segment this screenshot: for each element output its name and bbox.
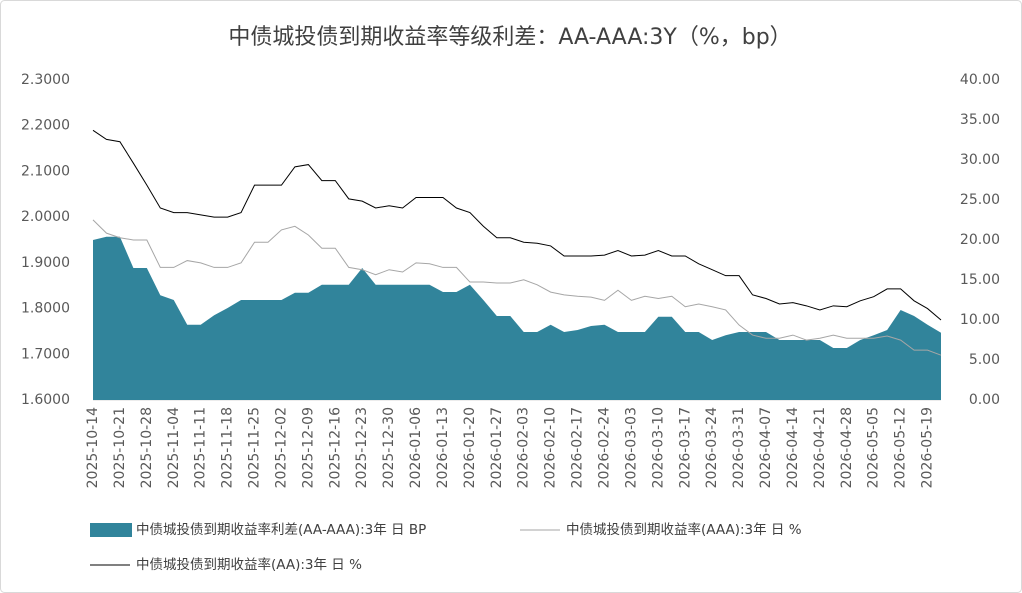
legend-label: 中债城投债到期收益率(AA):3年 日 % <box>136 556 362 573</box>
y2-tick-label: 5.00 <box>969 352 1000 368</box>
x-tick-label: 2026-05-05 <box>866 407 882 488</box>
y2-tick-label: 15.00 <box>960 272 1000 288</box>
line <box>92 219 942 356</box>
x-tick-label: 2026-04-07 <box>758 407 774 488</box>
y2-tick-label: 25.00 <box>960 192 1000 208</box>
chart-title: 中债城投债到期收益率等级利差：AA-AAA:3Y（%，bp） <box>228 25 791 50</box>
x-tick-label: 2026-05-19 <box>920 407 936 488</box>
x-tick-label: 2026-03-24 <box>704 407 720 488</box>
x-tick-label: 2026-04-21 <box>812 407 828 488</box>
y-tick-label: 1.7000 <box>21 346 70 362</box>
x-tick-label: 2025-11-18 <box>220 407 236 488</box>
y2-tick-label: 30.00 <box>960 152 1000 168</box>
x-tick-label: 2026-03-17 <box>677 407 693 488</box>
x-tick-label: 2026-04-14 <box>785 407 801 488</box>
legend-swatch <box>90 523 132 537</box>
x-tick-label: 2026-03-10 <box>650 407 666 488</box>
x-tick-label: 2026-02-24 <box>596 407 612 488</box>
x-tick-label: 2025-12-02 <box>273 407 289 488</box>
x-tick-label: 2025-10-14 <box>85 407 101 488</box>
x-tick-label: 2026-05-12 <box>893 407 909 488</box>
legend-label: 中债城投债到期收益率(AAA):3年 日 % <box>566 521 802 538</box>
x-tick-label: 2026-02-10 <box>543 407 559 488</box>
x-tick-label: 2026-03-31 <box>731 407 747 488</box>
y2-tick-label: 0.00 <box>969 392 1000 408</box>
x-tick-label: 2026-01-27 <box>489 407 505 488</box>
x-tick-label: 2026-04-28 <box>839 407 855 488</box>
x-tick-label: 2025-12-23 <box>354 407 370 488</box>
x-tick-label: 2025-11-25 <box>247 407 263 488</box>
area <box>93 236 941 400</box>
y2-tick-label: 10.00 <box>960 312 1000 328</box>
x-tick-label: 2026-01-06 <box>408 407 424 488</box>
x-tick-label: 2026-01-20 <box>462 407 478 488</box>
y2-tick-label: 35.00 <box>960 112 1000 128</box>
x-tick-label: 2026-02-17 <box>570 407 586 488</box>
y-tick-label: 1.9000 <box>21 255 70 271</box>
x-tick-label: 2025-12-30 <box>381 407 397 488</box>
y2-tick-label: 20.00 <box>960 232 1000 248</box>
y2-tick-label: 40.00 <box>960 72 1000 88</box>
x-tick-label: 2025-11-11 <box>193 407 209 488</box>
y-tick-label: 2.3000 <box>21 72 70 88</box>
x-tick-label: 2026-02-03 <box>516 407 532 488</box>
x-tick-label: 2025-11-04 <box>166 407 182 488</box>
y-tick-label: 1.8000 <box>21 301 70 317</box>
y-tick-label: 1.6000 <box>21 392 70 408</box>
x-tick-label: 2026-03-03 <box>623 407 639 488</box>
x-tick-label: 2025-12-16 <box>327 407 343 488</box>
y-tick-label: 2.0000 <box>21 209 70 225</box>
y-tick-label: 2.2000 <box>21 118 70 134</box>
x-tick-label: 2025-10-28 <box>139 407 155 488</box>
x-tick-label: 2025-10-21 <box>112 407 128 488</box>
legend-label: 中债城投债到期收益率利差(AA-AAA):3年 日 BP <box>136 521 426 538</box>
x-tick-label: 2025-12-09 <box>300 407 316 488</box>
line <box>92 129 942 321</box>
y-tick-label: 2.1000 <box>21 163 70 179</box>
x-tick-label: 2026-01-13 <box>435 407 451 488</box>
